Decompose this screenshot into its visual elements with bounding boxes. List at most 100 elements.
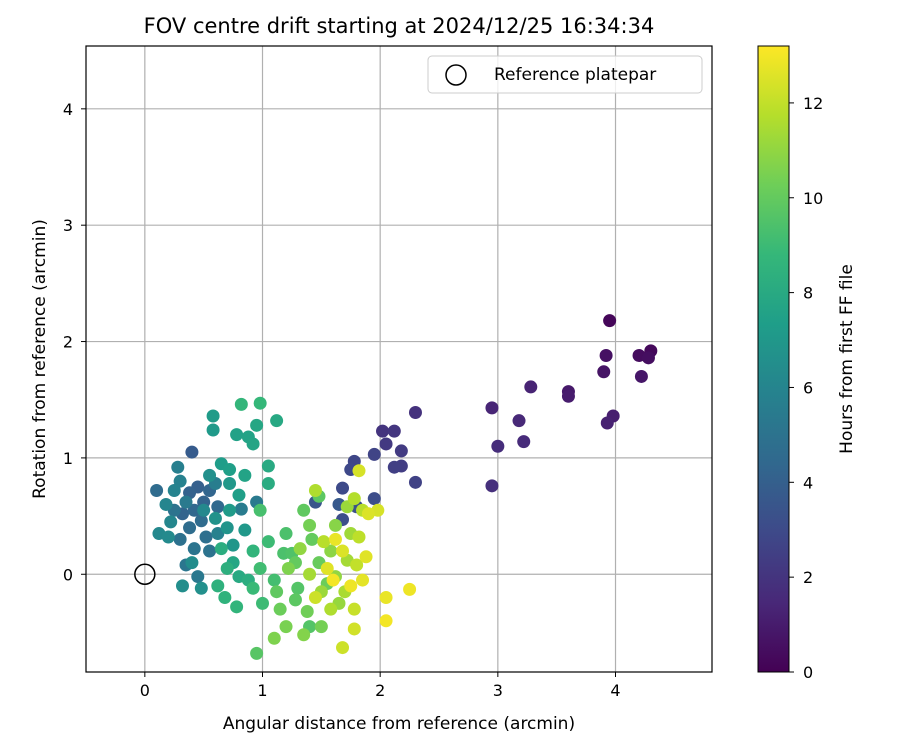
scatter-point [347, 602, 361, 616]
scatter-point [303, 518, 317, 532]
colorbar-label: Hours from first FF file [837, 264, 857, 454]
scatter-point [267, 631, 281, 645]
colorbar-gradient [758, 46, 789, 672]
scatter-point [347, 622, 361, 636]
scatter-point [199, 530, 213, 544]
scatter-point [328, 518, 342, 532]
scatter-point [234, 502, 248, 516]
y-axis-ticks: 0 1 2 3 4 [63, 100, 86, 584]
scatter-point [211, 579, 225, 593]
scatter-point [293, 542, 307, 556]
scatter-point [253, 503, 267, 517]
scatter-point [367, 447, 381, 461]
colorbar-tick-label: 2 [803, 568, 813, 587]
scatter-point [308, 591, 322, 605]
scatter-point [359, 550, 373, 564]
colorbar-tick-label: 6 [803, 378, 813, 397]
scatter-point [232, 488, 246, 502]
y-tick-label: 4 [63, 100, 73, 119]
scatter-point [223, 463, 237, 477]
scatter-point [597, 365, 611, 379]
scatter-point [203, 544, 217, 558]
scatter-point [352, 464, 366, 478]
scatter-point [246, 581, 260, 595]
scatter-point [328, 532, 342, 546]
scatter-point [336, 481, 350, 495]
scatter-point [206, 409, 220, 423]
scatter-point [376, 424, 390, 438]
scatter-point [250, 418, 264, 432]
colorbar-tick-label: 8 [803, 284, 813, 303]
colorbar-frame [757, 45, 790, 673]
scatter-point [344, 579, 358, 593]
scatter-point [281, 561, 295, 575]
colorbar-ticks: 0 2 4 6 8 10 12 [789, 94, 823, 682]
scatter-point [220, 561, 234, 575]
scatter-point [303, 567, 317, 581]
scatter-point [185, 445, 199, 459]
scatter-point [246, 437, 260, 451]
y-tick-label: 2 [63, 333, 73, 352]
colorbar-tick-label: 4 [803, 473, 813, 492]
scatter-point [379, 614, 393, 628]
scatter-point [297, 628, 311, 642]
scatter-point [161, 530, 175, 544]
scatter-point [336, 641, 350, 655]
scatter-point [194, 581, 208, 595]
scatter-point [183, 521, 197, 535]
scatter-point [599, 349, 613, 363]
scatter-point [379, 437, 393, 451]
scatter-point [185, 556, 199, 570]
colorbar-tick-label: 12 [803, 94, 823, 113]
scatter-point [194, 514, 208, 528]
scatter-point [214, 542, 228, 556]
scatter-point [150, 483, 164, 497]
scatter-point [600, 416, 614, 430]
scatter-point [159, 497, 173, 511]
legend: Reference platepar [427, 55, 703, 94]
scatter-point [317, 535, 331, 549]
scatter-point [223, 503, 237, 517]
scatter-points [150, 314, 658, 660]
x-tick-label: 1 [257, 681, 267, 700]
scatter-point [187, 542, 201, 556]
scatter-point [291, 581, 305, 595]
scatter-point [367, 492, 381, 506]
scatter-point [261, 535, 275, 549]
scatter-point [238, 468, 252, 482]
scatter-point [524, 380, 538, 394]
scatter-point [187, 503, 201, 517]
x-tick-label: 3 [493, 681, 503, 700]
scatter-point [197, 503, 211, 517]
scatter-point [175, 579, 189, 593]
scatter-point [634, 369, 648, 383]
scatter-point [352, 530, 366, 544]
scatter-point [361, 507, 375, 521]
scatter-point [408, 475, 422, 489]
scatter-point [179, 495, 193, 509]
scatter-point [206, 423, 220, 437]
scatter-point [246, 544, 260, 558]
scatter-point [485, 479, 499, 493]
scatter-point [191, 570, 205, 584]
scatter-point [561, 389, 575, 403]
colorbar-tick-label: 0 [803, 663, 813, 682]
scatter-point [253, 396, 267, 410]
x-axis-label: Angular distance from reference (arcmin) [223, 714, 575, 734]
scatter-point [308, 483, 322, 497]
scatter-point [300, 604, 314, 618]
scatter-point [203, 468, 217, 482]
scatter-point [218, 591, 232, 605]
legend-entry-label: Reference platepar [494, 65, 656, 85]
scatter-point [250, 646, 264, 660]
scatter-point [603, 314, 617, 328]
scatter-point [230, 600, 244, 614]
y-tick-label: 3 [63, 216, 73, 235]
scatter-point [230, 428, 244, 442]
scatter-point [324, 544, 338, 558]
scatter-point [387, 460, 401, 474]
scatter-point [403, 582, 417, 596]
scatter-point [267, 573, 281, 587]
scatter-point [305, 532, 319, 546]
